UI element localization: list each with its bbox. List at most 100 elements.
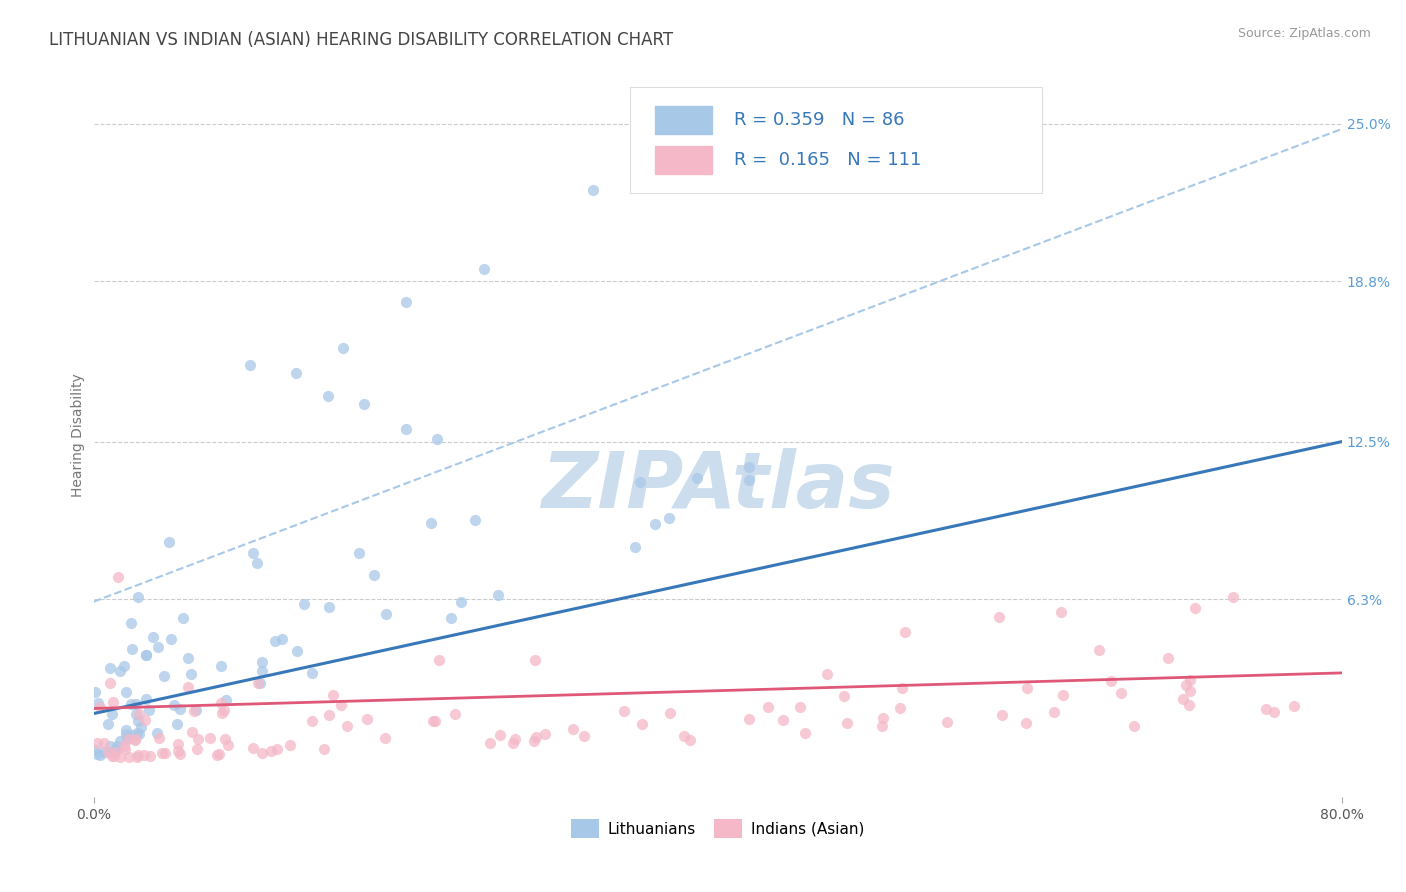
Point <box>316 389 339 403</box>
Point <box>292 598 315 612</box>
Point <box>335 719 357 733</box>
Point <box>153 669 176 683</box>
Point <box>242 741 264 756</box>
Point <box>167 737 190 751</box>
Point <box>114 727 136 741</box>
Point <box>97 745 120 759</box>
Point <box>1180 673 1202 688</box>
Point <box>127 747 149 762</box>
Point <box>1222 590 1244 604</box>
Point <box>89 700 111 714</box>
Point <box>128 727 150 741</box>
Point <box>332 341 354 355</box>
Point <box>266 742 288 756</box>
Point <box>673 730 696 744</box>
Point <box>186 741 208 756</box>
Point <box>138 703 160 717</box>
Point <box>644 516 666 531</box>
Point <box>756 699 779 714</box>
Point <box>285 366 308 380</box>
Point <box>301 714 323 728</box>
Point <box>208 747 231 761</box>
Point <box>127 591 149 605</box>
Point <box>987 610 1010 624</box>
Point <box>679 733 702 747</box>
Point <box>177 680 200 694</box>
Point <box>135 692 157 706</box>
Point <box>107 570 129 584</box>
Point <box>211 696 233 710</box>
Point <box>112 739 135 753</box>
Point <box>314 742 336 756</box>
Point <box>1184 601 1206 615</box>
Point <box>935 714 957 729</box>
Point <box>112 659 135 673</box>
Point <box>246 556 269 570</box>
Point <box>107 739 129 754</box>
Point <box>125 726 148 740</box>
Point <box>658 706 681 720</box>
Point <box>318 599 340 614</box>
Point <box>101 745 124 759</box>
Point <box>124 733 146 747</box>
Point <box>502 736 524 750</box>
Point <box>98 739 121 753</box>
Point <box>562 722 585 736</box>
Point <box>356 712 378 726</box>
Point <box>103 749 125 764</box>
Point <box>121 728 143 742</box>
Point <box>101 707 124 722</box>
FancyBboxPatch shape <box>630 87 1042 193</box>
Point <box>1175 678 1198 692</box>
Point <box>1282 699 1305 714</box>
Point <box>157 535 180 549</box>
Point <box>205 748 228 763</box>
Point <box>135 648 157 662</box>
Point <box>166 717 188 731</box>
Point <box>1109 686 1132 700</box>
Point <box>129 721 152 735</box>
Point <box>486 588 509 602</box>
Point <box>395 294 418 309</box>
Point <box>249 676 271 690</box>
Text: LITHUANIAN VS INDIAN (ASIAN) HEARING DISABILITY CORRELATION CHART: LITHUANIAN VS INDIAN (ASIAN) HEARING DIS… <box>49 31 673 49</box>
Point <box>114 742 136 756</box>
Point <box>135 648 157 662</box>
Point <box>524 730 547 744</box>
Point <box>117 732 139 747</box>
Point <box>737 712 759 726</box>
Point <box>186 703 208 717</box>
Point <box>115 723 138 738</box>
Point <box>96 717 118 731</box>
Point <box>84 685 107 699</box>
Point <box>211 706 233 721</box>
Point <box>214 732 236 747</box>
Point <box>169 747 191 761</box>
Point <box>285 644 308 658</box>
Point <box>440 611 463 625</box>
Point <box>128 706 150 721</box>
Y-axis label: Hearing Disability: Hearing Disability <box>72 374 86 497</box>
Point <box>98 676 121 690</box>
Point <box>1015 681 1038 695</box>
Point <box>100 660 122 674</box>
Point <box>623 540 645 554</box>
Point <box>375 607 398 621</box>
Point <box>464 513 486 527</box>
Point <box>789 699 811 714</box>
Point <box>252 664 274 678</box>
Point <box>534 727 557 741</box>
Point <box>1263 705 1285 719</box>
Point <box>613 704 636 718</box>
Point <box>212 702 235 716</box>
Point <box>86 736 108 750</box>
Point <box>835 715 858 730</box>
Point <box>472 261 495 276</box>
Point <box>250 655 273 669</box>
Point <box>1043 705 1066 719</box>
Point <box>347 546 370 560</box>
Point <box>1157 651 1180 665</box>
Point <box>301 666 323 681</box>
Point <box>772 713 794 727</box>
Point <box>523 733 546 747</box>
